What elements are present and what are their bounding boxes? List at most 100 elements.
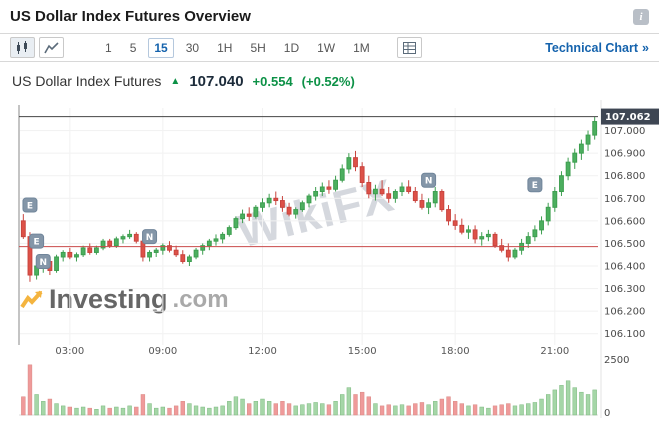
axis-label: 106.100: [604, 329, 645, 340]
volume-bar: [300, 404, 305, 416]
candle-body: [353, 157, 358, 168]
volume-bar: [87, 407, 92, 416]
volume-bar: [519, 404, 524, 416]
line-chart-button[interactable]: [39, 37, 64, 58]
volume-bar: [100, 405, 106, 416]
info-icon[interactable]: i: [633, 8, 649, 25]
event-marker-e[interactable]: [22, 197, 38, 213]
volume-bar: [499, 404, 504, 416]
technical-chart-label: Technical Chart: [545, 40, 639, 55]
axis-label: 106.400: [604, 262, 645, 273]
axis-label: N: [39, 258, 47, 268]
volume-bar: [466, 405, 471, 416]
volume-bar: [293, 405, 298, 416]
event-marker-e[interactable]: [29, 233, 45, 249]
candle-body: [186, 256, 192, 262]
widget-header: US Dollar Index Futures Overview i: [0, 0, 659, 33]
volume-bar: [559, 385, 564, 416]
data-table-button[interactable]: [396, 37, 422, 58]
volume-bar: [366, 396, 371, 416]
candle-body: [339, 168, 345, 181]
volume-bar: [526, 403, 531, 416]
volume-bar: [67, 406, 72, 416]
axis-label: 21:00: [540, 346, 569, 357]
candle-body: [54, 256, 59, 272]
volume-bar: [419, 402, 425, 416]
volume-bar: [47, 398, 53, 416]
volume-bar: [459, 403, 464, 416]
interval-button-1W[interactable]: 1W: [311, 38, 341, 58]
volume-bar: [147, 403, 152, 416]
candle-body: [206, 240, 212, 247]
axis-label: E: [532, 181, 538, 191]
volume-bar: [180, 401, 185, 416]
candlestick-chart-button[interactable]: [10, 37, 35, 58]
candle-body: [426, 202, 432, 208]
candle-body: [74, 254, 79, 258]
volume-bar: [154, 407, 159, 416]
data-table-icon: [402, 41, 416, 54]
interval-button-1[interactable]: 1: [99, 38, 118, 58]
chart-area[interactable]: WikiFX Investing .com 107.000 106.900 106.8…: [0, 100, 659, 424]
volume-bar: [472, 404, 478, 416]
technical-chart-link[interactable]: Technical Chart »: [545, 41, 649, 55]
candle-body: [246, 213, 252, 217]
axis-label: 106.500: [604, 239, 645, 250]
axis-label: 106.700: [604, 194, 645, 205]
volume-bar: [340, 394, 345, 416]
candle-body: [20, 220, 26, 238]
volume-bar: [160, 406, 166, 416]
axis-label: 09:00: [148, 346, 177, 357]
candle-body: [479, 236, 485, 240]
volume-bar: [592, 389, 597, 416]
volume-bar: [373, 403, 378, 416]
interval-button-5[interactable]: 5: [124, 38, 143, 58]
interval-button-1M[interactable]: 1M: [347, 38, 376, 58]
candle-body: [346, 157, 352, 170]
toolbar: 1 5 15 30 1H 5H 1D 1W 1M Technical Chart »: [0, 33, 659, 62]
event-marker-e[interactable]: [527, 177, 543, 193]
interval-button-30[interactable]: 30: [180, 38, 205, 58]
axis-label: 03:00: [55, 346, 84, 357]
event-marker-n[interactable]: [142, 229, 158, 245]
interval-button-1H[interactable]: 1H: [211, 38, 238, 58]
axis-label: 15:00: [348, 346, 377, 357]
volume-bar: [41, 401, 46, 416]
volume-bar: [565, 380, 571, 416]
interval-button-15[interactable]: 15: [148, 37, 174, 58]
quote-row: US Dollar Index Futures ▲ 107.040 +0.554…: [0, 63, 659, 99]
line-chart-icon: [44, 41, 59, 53]
volume-bar: [61, 405, 66, 416]
volume-bar: [486, 407, 491, 416]
candle-body: [366, 181, 372, 195]
volume-bar: [433, 401, 438, 416]
page-title: US Dollar Index Futures Overview: [10, 8, 251, 25]
interval-button-1D[interactable]: 1D: [278, 38, 305, 58]
volume-bar: [552, 389, 557, 416]
candle-body: [326, 186, 332, 190]
axis-label: 106.900: [604, 149, 645, 160]
candle-body: [439, 191, 445, 211]
instrument-name: US Dollar Index Futures: [12, 73, 162, 89]
interval-group: 1 5 15 30 1H 5H 1D 1W 1M: [96, 37, 379, 58]
volume-bar: [313, 402, 318, 416]
candle-body: [113, 238, 119, 247]
candle-body: [273, 197, 279, 202]
volume-bar: [34, 394, 39, 416]
candle-body: [392, 191, 398, 199]
volume-bar: [213, 406, 219, 416]
volume-bar: [54, 403, 59, 416]
candle-body: [173, 249, 179, 256]
volume-bar: [140, 394, 146, 416]
event-marker-n[interactable]: [421, 172, 437, 188]
axis-label: N: [425, 177, 433, 187]
candle-body: [552, 191, 558, 208]
candle-body: [379, 188, 385, 195]
interval-button-5H[interactable]: 5H: [244, 38, 271, 58]
volume-bar: [74, 407, 79, 416]
event-marker-n[interactable]: [35, 253, 51, 269]
chart-svg[interactable]: 107.000 106.900 106.800 106.700 106.600 106.5…: [0, 100, 659, 424]
volume-bar: [399, 404, 405, 416]
candle-body: [93, 247, 99, 253]
candle-body: [572, 152, 578, 163]
